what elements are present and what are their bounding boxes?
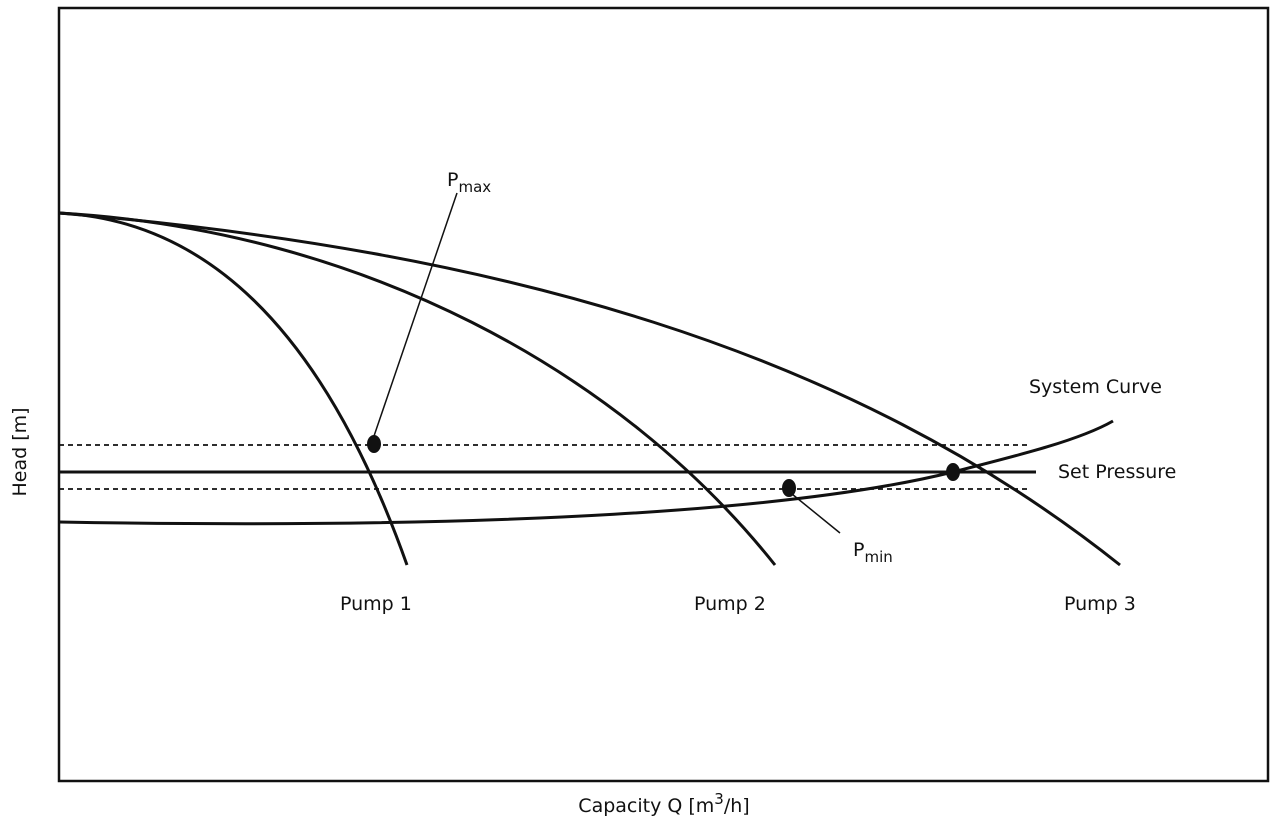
system-curve-label: System Curve bbox=[1029, 376, 1162, 398]
x-axis-label: Capacity Q [m3/h] bbox=[578, 790, 749, 817]
pump-3-curve bbox=[58, 211, 1121, 567]
pump-2-curve bbox=[58, 211, 777, 566]
operating-point bbox=[946, 463, 960, 481]
pmin-label: Pmin bbox=[853, 539, 893, 566]
pmax-label: Pmax bbox=[447, 169, 491, 196]
pmax-point bbox=[367, 435, 381, 453]
pump-1-curve bbox=[58, 211, 409, 566]
pump-1-label: Pump 1 bbox=[340, 593, 412, 615]
plot-frame bbox=[57, 6, 1270, 783]
y-axis-label: Head [m] bbox=[9, 407, 31, 496]
system-curve bbox=[58, 419, 1114, 526]
pump-2-label: Pump 2 bbox=[694, 593, 766, 615]
set-pressure-label: Set Pressure bbox=[1058, 461, 1176, 483]
pump-3-label: Pump 3 bbox=[1064, 593, 1136, 615]
pmin-leader bbox=[791, 493, 841, 534]
pmin-point bbox=[782, 479, 796, 497]
pmax-leader bbox=[373, 192, 458, 437]
